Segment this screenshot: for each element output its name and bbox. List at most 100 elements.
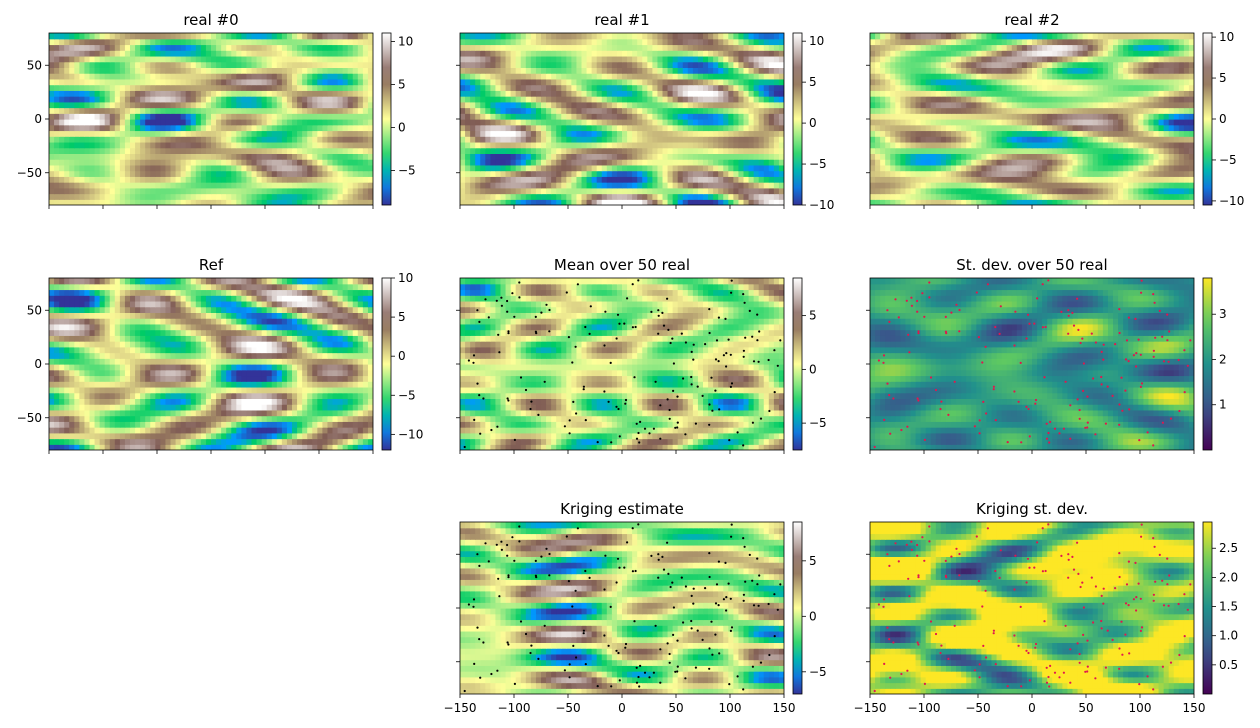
sample-point <box>1049 664 1052 668</box>
sample-point <box>618 322 621 325</box>
sample-point <box>543 380 546 383</box>
colorbar-tick-label: −10 <box>398 427 423 441</box>
sample-point <box>1084 426 1087 429</box>
sample-point <box>714 358 718 361</box>
sample-point <box>900 428 903 432</box>
sample-point <box>743 545 746 548</box>
sample-point <box>1036 297 1039 300</box>
sample-point <box>624 642 628 646</box>
sample-point <box>568 676 571 679</box>
sample-point <box>567 336 571 339</box>
sample-point <box>1183 391 1186 394</box>
colorbar <box>792 32 803 206</box>
sample-point <box>708 667 711 670</box>
sample-point <box>603 588 606 591</box>
sample-point <box>1127 360 1130 363</box>
sample-point <box>1086 639 1089 642</box>
sample-point <box>1067 558 1070 561</box>
sample-point <box>1094 341 1097 344</box>
sample-point <box>692 343 695 346</box>
sample-point <box>916 310 919 313</box>
sample-point <box>1025 405 1028 408</box>
sample-point <box>1137 338 1140 341</box>
sample-point <box>1033 566 1036 569</box>
sample-point <box>684 433 687 436</box>
sample-point <box>752 604 756 607</box>
sample-point <box>472 605 475 608</box>
sample-point <box>751 579 754 582</box>
sample-point <box>1048 441 1051 444</box>
sample-point <box>888 394 891 397</box>
x-tick-label: −150 <box>854 701 887 715</box>
sample-point <box>548 330 551 333</box>
sample-point <box>609 361 612 364</box>
sample-point <box>479 676 482 679</box>
sample-point <box>776 364 779 367</box>
sample-point <box>1118 423 1121 426</box>
sample-point <box>1139 353 1142 356</box>
sample-point <box>1082 389 1085 392</box>
sample-point <box>908 351 911 354</box>
colorbar-tick-label: −10 <box>1219 194 1244 208</box>
sample-point <box>730 279 733 282</box>
sample-point <box>730 291 733 294</box>
sample-point <box>978 432 981 435</box>
x-tick-label: −50 <box>555 701 580 715</box>
sample-point <box>710 376 713 379</box>
sample-point <box>715 583 719 586</box>
colorbar-tick-label: 0 <box>809 116 817 130</box>
colorbar-tick-label: 1 <box>1219 398 1227 412</box>
sample-point <box>704 343 707 346</box>
sample-point <box>626 297 629 300</box>
panel-title: Kriging st. dev. <box>976 500 1088 518</box>
colorbar-tick-label: 5 <box>398 310 406 324</box>
sample-point <box>529 651 532 655</box>
sample-point <box>1081 581 1084 584</box>
sample-point <box>548 574 551 577</box>
x-tick-label: −100 <box>498 701 531 715</box>
sample-point <box>1062 427 1065 430</box>
sample-point <box>708 647 711 650</box>
sample-point <box>889 676 892 679</box>
sample-point <box>1090 332 1093 335</box>
sample-point <box>711 409 714 412</box>
sample-point <box>535 332 538 335</box>
sample-point <box>1118 308 1121 311</box>
panel-title: Mean over 50 real <box>554 256 690 274</box>
sample-point <box>743 301 746 304</box>
sample-point <box>1128 408 1131 411</box>
sample-point <box>1048 685 1051 688</box>
x-tick-label: 150 <box>773 701 796 715</box>
sample-point <box>886 382 889 385</box>
sample-point <box>1069 437 1072 440</box>
sample-point <box>1152 599 1155 602</box>
heatmap-0 <box>49 33 373 205</box>
sample-point <box>1047 523 1050 526</box>
sample-point <box>1152 688 1155 691</box>
sample-point <box>1161 335 1164 338</box>
sample-point <box>923 682 927 686</box>
colorbar-tick-label: 2.0 <box>1219 570 1238 584</box>
sample-point <box>1100 350 1103 353</box>
sample-point <box>701 638 704 642</box>
sample-point <box>568 663 571 666</box>
sample-point <box>877 603 881 606</box>
sample-point <box>923 438 927 441</box>
sample-point <box>1094 677 1097 680</box>
sample-point <box>1041 283 1044 286</box>
sample-point <box>513 438 517 441</box>
sample-point <box>934 632 938 636</box>
sample-point <box>582 629 586 632</box>
sample-point <box>717 604 720 607</box>
colorbar <box>792 521 803 695</box>
colorbar-tick-label: −5 <box>809 416 827 430</box>
sample-point <box>1111 638 1114 642</box>
sample-point <box>467 359 470 362</box>
sample-point <box>666 541 669 544</box>
colorbar-tick-label: 3 <box>1219 307 1227 321</box>
sample-point <box>657 553 660 556</box>
sample-point <box>507 330 510 333</box>
sample-point <box>543 624 546 627</box>
